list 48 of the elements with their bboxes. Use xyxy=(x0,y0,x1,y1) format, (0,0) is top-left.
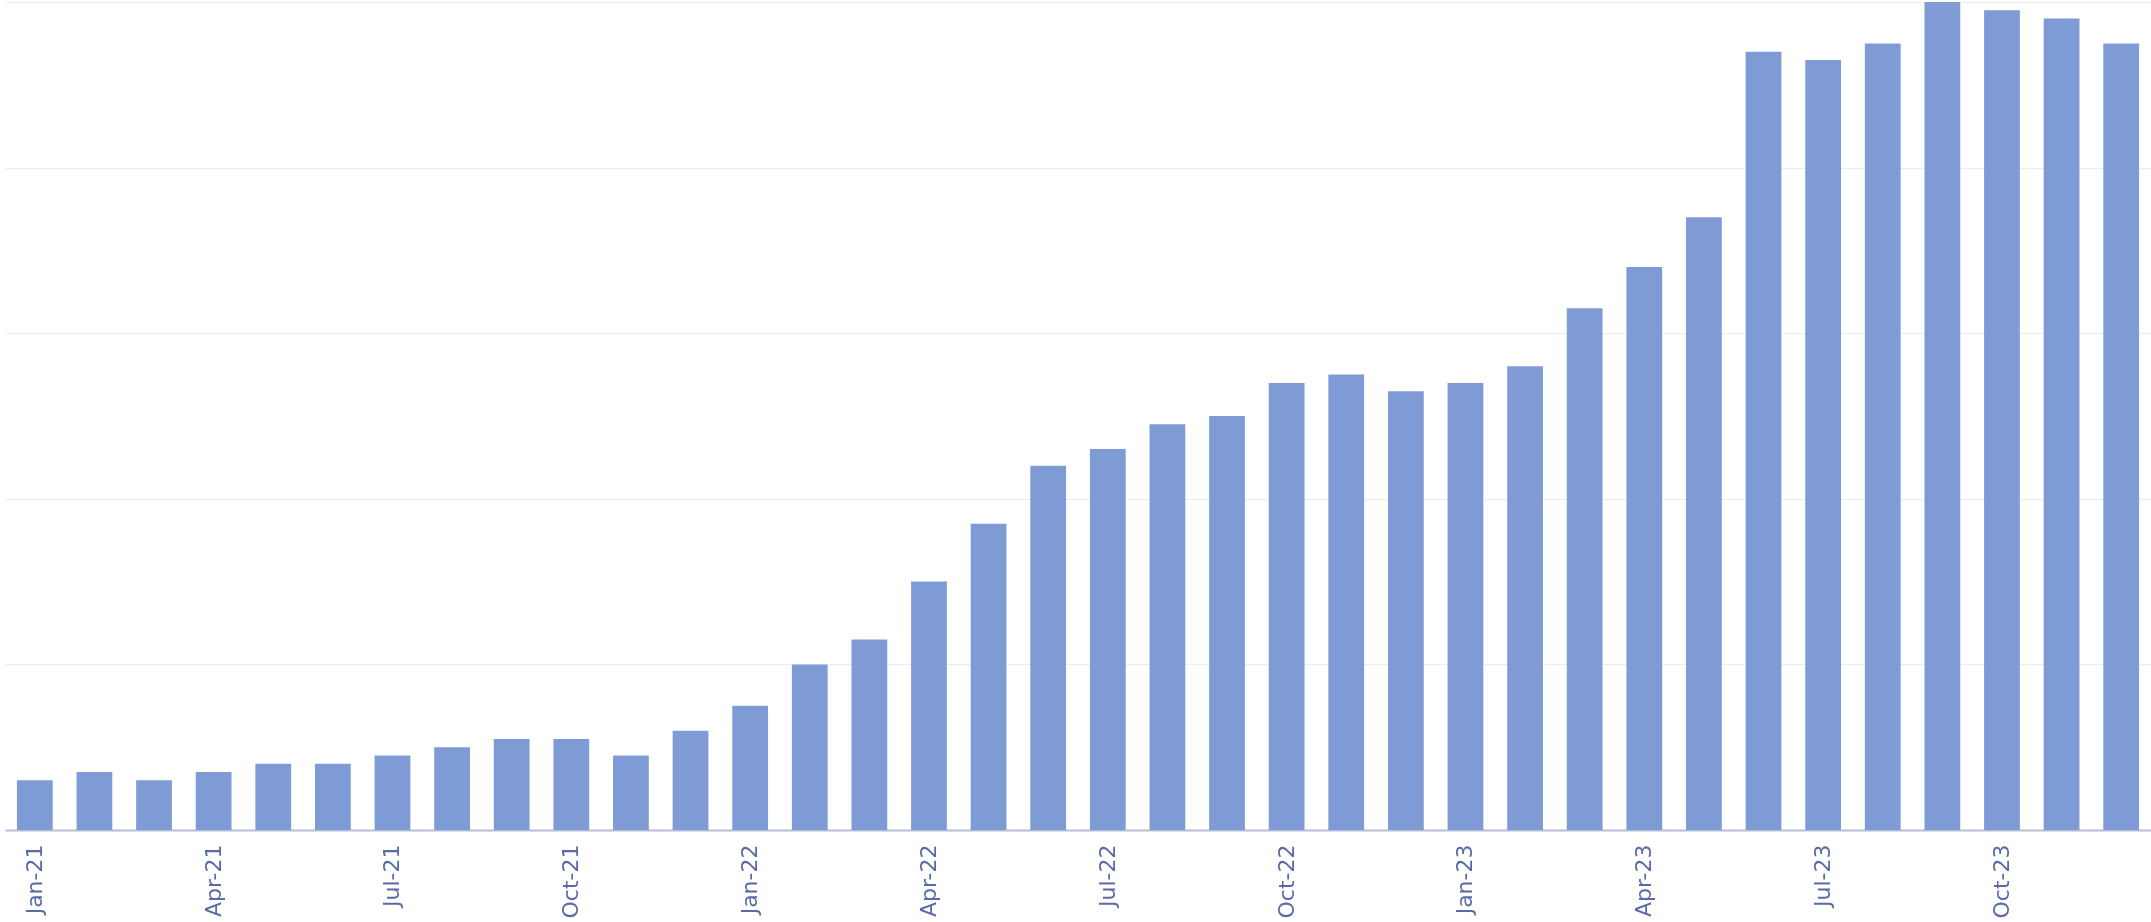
x-tick-label: Jul-21 xyxy=(379,844,405,909)
x-tick-label: Jan-22 xyxy=(737,844,763,917)
bar xyxy=(1745,51,1782,830)
bar xyxy=(16,780,53,830)
bar xyxy=(911,581,947,830)
bar xyxy=(195,772,232,830)
bar xyxy=(2103,43,2140,830)
bar xyxy=(732,705,769,830)
bar xyxy=(851,639,888,830)
x-tick-label: Apr-23 xyxy=(1631,844,1657,918)
bar xyxy=(136,780,172,830)
bar xyxy=(76,772,113,830)
bar xyxy=(1447,382,1484,830)
x-tick-label: Oct-23 xyxy=(1988,844,2014,919)
bar xyxy=(314,763,351,830)
bar xyxy=(791,664,828,830)
bar xyxy=(493,738,530,830)
bar xyxy=(1328,374,1365,830)
bar xyxy=(1805,59,1842,830)
bar xyxy=(970,523,1007,830)
bar xyxy=(1149,424,1186,830)
bar xyxy=(1507,366,1543,830)
x-tick-label: Jul-22 xyxy=(1094,844,1120,909)
bar xyxy=(553,738,590,830)
bar xyxy=(1387,391,1424,830)
bar xyxy=(1030,465,1067,830)
bar xyxy=(1984,10,2020,830)
bar xyxy=(2043,18,2080,830)
bar xyxy=(613,755,649,830)
bar xyxy=(1566,308,1603,830)
x-tick-label: Jul-23 xyxy=(1810,844,1836,909)
bar xyxy=(434,747,470,830)
x-tick-label: Oct-21 xyxy=(558,844,584,919)
bar xyxy=(1089,449,1126,830)
x-tick-label: Apr-22 xyxy=(915,844,941,918)
bar xyxy=(672,730,709,830)
bar xyxy=(1924,2,1961,830)
bar xyxy=(1864,43,1901,830)
x-tick-label: Jan-23 xyxy=(1452,844,1478,917)
bar xyxy=(374,755,411,830)
bar xyxy=(255,763,292,830)
bar xyxy=(1626,266,1663,830)
x-tick-label: Jan-21 xyxy=(21,844,47,917)
bar xyxy=(1686,217,1722,830)
x-tick-label: Apr-21 xyxy=(200,844,226,918)
bar xyxy=(1268,382,1305,830)
x-tick-label: Oct-22 xyxy=(1273,844,1299,919)
bar xyxy=(1209,416,1245,830)
